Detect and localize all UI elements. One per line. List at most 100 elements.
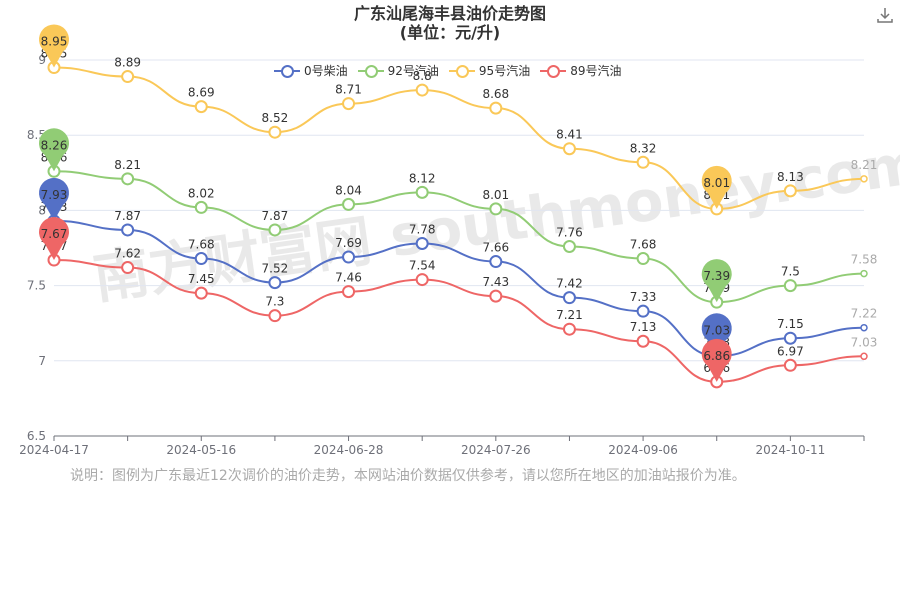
y-tick-label: 8 bbox=[38, 203, 46, 217]
series-lines bbox=[47, 61, 868, 389]
footnote: 说明：图例为广东最近12次调价的油价走势，本网站油价数据仅供参考，请以您所在地区… bbox=[70, 468, 746, 484]
data-label: 7.62 bbox=[114, 247, 141, 261]
data-label: 8.01 bbox=[482, 188, 509, 202]
data-point bbox=[562, 322, 576, 336]
data-point bbox=[562, 291, 576, 305]
x-tick-label: 2024-04-17 bbox=[19, 443, 89, 457]
pin-shape bbox=[39, 128, 70, 172]
data-label: 7.21 bbox=[556, 308, 583, 322]
data-label: 7.13 bbox=[630, 320, 657, 334]
data-label: 8.32 bbox=[630, 141, 657, 155]
data-point bbox=[194, 100, 208, 114]
data-point bbox=[342, 285, 356, 299]
data-point bbox=[415, 236, 429, 250]
data-point bbox=[194, 252, 208, 266]
pin-shape bbox=[39, 24, 70, 68]
data-label: 8.71 bbox=[335, 83, 362, 97]
y-tick-label: 7.5 bbox=[27, 279, 46, 293]
data-point bbox=[562, 239, 576, 253]
pin-label: 7.93 bbox=[41, 188, 68, 202]
data-label: 8.13 bbox=[777, 170, 804, 184]
data-label: 7.54 bbox=[409, 259, 436, 273]
data-point bbox=[783, 331, 797, 345]
data-label: 8.52 bbox=[262, 111, 289, 125]
min-pin: 7.03 bbox=[701, 313, 732, 357]
data-label: 7.78 bbox=[409, 222, 436, 236]
data-label: 7.68 bbox=[630, 238, 657, 252]
data-label: 7.3 bbox=[265, 295, 284, 309]
data-label: 8.21 bbox=[114, 158, 141, 172]
pin-shape bbox=[701, 313, 732, 357]
data-point bbox=[860, 352, 868, 361]
data-point bbox=[636, 252, 650, 266]
legend-marker bbox=[448, 64, 475, 78]
data-label: 8.41 bbox=[556, 128, 583, 142]
data-label: 7.68 bbox=[188, 238, 215, 252]
data-label: 7.66 bbox=[482, 241, 509, 255]
data-label: 7.15 bbox=[777, 317, 804, 331]
data-point bbox=[415, 185, 429, 199]
legend-label: 89号汽油 bbox=[570, 64, 622, 78]
y-tick-label: 9 bbox=[38, 53, 46, 67]
chart-title-line1: 广东汕尾海丰县油价走势图 bbox=[353, 4, 546, 23]
data-label: 7.69 bbox=[335, 236, 362, 250]
legend-marker bbox=[274, 64, 300, 78]
data-point bbox=[783, 279, 797, 293]
pin-shape bbox=[39, 177, 70, 221]
legend-item-2[interactable]: 95号汽油 bbox=[448, 62, 531, 79]
data-point bbox=[562, 142, 576, 156]
series-line-3 bbox=[53, 259, 865, 383]
data-point bbox=[783, 184, 797, 198]
data-label: 7.58 bbox=[851, 253, 878, 267]
data-label: 8.69 bbox=[188, 86, 215, 100]
pin-label: 7.39 bbox=[703, 269, 730, 283]
data-point bbox=[342, 97, 356, 111]
data-point bbox=[121, 261, 135, 275]
min-pin: 7.39 bbox=[701, 259, 732, 303]
x-tick-label: 2024-09-06 bbox=[608, 443, 678, 457]
download-icon[interactable] bbox=[876, 6, 894, 24]
data-point bbox=[194, 286, 208, 300]
legend: 0号柴油 92号汽油 95号汽油 89号汽油 bbox=[274, 62, 631, 79]
legend-item-0[interactable]: 0号柴油 bbox=[274, 62, 348, 79]
data-point bbox=[415, 273, 429, 287]
data-label: 8.02 bbox=[188, 186, 215, 200]
data-point bbox=[342, 197, 356, 211]
legend-marker bbox=[357, 64, 384, 78]
data-label: 7.52 bbox=[262, 262, 289, 276]
legend-label: 0号柴油 bbox=[304, 64, 348, 78]
pin-shape bbox=[701, 165, 732, 209]
pin-shape bbox=[39, 217, 70, 261]
data-label: 8.04 bbox=[335, 183, 362, 197]
data-label: 7.46 bbox=[335, 271, 362, 285]
chart-subtitle: (单位：元/升) bbox=[399, 23, 501, 42]
legend-marker bbox=[540, 64, 567, 78]
data-label: 8.12 bbox=[409, 171, 436, 185]
pin-label: 8.01 bbox=[703, 176, 730, 190]
y-tick-label: 7 bbox=[38, 354, 46, 368]
markpoints: 7.937.038.267.398.958.017.676.86 bbox=[39, 24, 732, 382]
data-point bbox=[268, 223, 282, 237]
data-point bbox=[268, 309, 282, 323]
data-point bbox=[636, 304, 650, 318]
data-label: 7.45 bbox=[188, 272, 215, 286]
data-point bbox=[860, 175, 868, 183]
data-point bbox=[194, 200, 208, 214]
data-label: 8.8 bbox=[413, 69, 432, 83]
data-point bbox=[860, 269, 868, 278]
data-label: 7.87 bbox=[114, 209, 141, 223]
legend-label: 95号汽油 bbox=[478, 64, 531, 78]
data-label: 7.43 bbox=[482, 275, 509, 289]
data-point bbox=[860, 323, 868, 332]
x-tick-label: 2024-05-16 bbox=[166, 443, 236, 457]
x-tick-label: 2024-10-11 bbox=[755, 443, 825, 457]
legend-item-3[interactable]: 89号汽油 bbox=[540, 62, 621, 79]
max-pin: 8.26 bbox=[39, 128, 70, 172]
data-point bbox=[268, 125, 282, 139]
legend-item-1[interactable]: 92号汽油 bbox=[357, 62, 439, 79]
data-label: 7.76 bbox=[556, 225, 583, 239]
data-point bbox=[636, 155, 650, 169]
max-pin: 7.67 bbox=[39, 217, 70, 261]
data-label: 7.03 bbox=[851, 335, 878, 349]
legend-label: 92号汽油 bbox=[387, 64, 439, 78]
